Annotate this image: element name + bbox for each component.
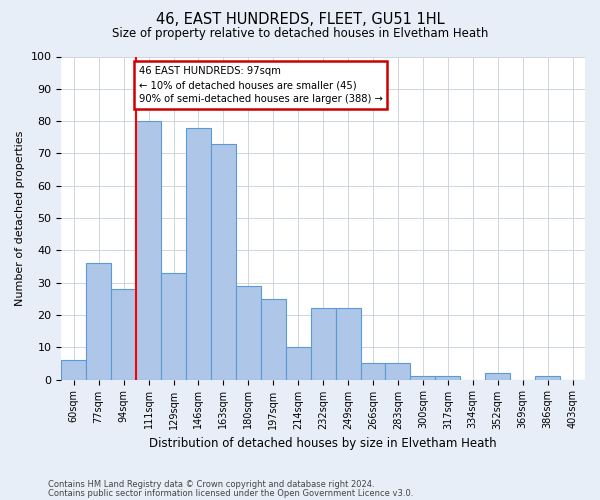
- Bar: [86, 264, 111, 380]
- Text: Contains public sector information licensed under the Open Government Licence v3: Contains public sector information licen…: [48, 489, 413, 498]
- X-axis label: Distribution of detached houses by size in Elvetham Heath: Distribution of detached houses by size …: [149, 437, 497, 450]
- Bar: [261, 299, 286, 380]
- Bar: [186, 128, 211, 380]
- Bar: [311, 308, 335, 380]
- Text: Size of property relative to detached houses in Elvetham Heath: Size of property relative to detached ho…: [112, 28, 488, 40]
- Bar: [136, 121, 161, 380]
- Bar: [410, 376, 436, 380]
- Bar: [436, 376, 460, 380]
- Text: 46 EAST HUNDREDS: 97sqm
← 10% of detached houses are smaller (45)
90% of semi-de: 46 EAST HUNDREDS: 97sqm ← 10% of detache…: [139, 66, 382, 104]
- Bar: [61, 360, 86, 380]
- Text: 46, EAST HUNDREDS, FLEET, GU51 1HL: 46, EAST HUNDREDS, FLEET, GU51 1HL: [155, 12, 445, 28]
- Bar: [485, 373, 510, 380]
- Bar: [161, 273, 186, 380]
- Bar: [286, 348, 311, 380]
- Bar: [335, 308, 361, 380]
- Bar: [385, 364, 410, 380]
- Bar: [361, 364, 385, 380]
- Y-axis label: Number of detached properties: Number of detached properties: [15, 130, 25, 306]
- Bar: [111, 289, 136, 380]
- Text: Contains HM Land Registry data © Crown copyright and database right 2024.: Contains HM Land Registry data © Crown c…: [48, 480, 374, 489]
- Bar: [211, 144, 236, 380]
- Bar: [535, 376, 560, 380]
- Bar: [236, 286, 261, 380]
